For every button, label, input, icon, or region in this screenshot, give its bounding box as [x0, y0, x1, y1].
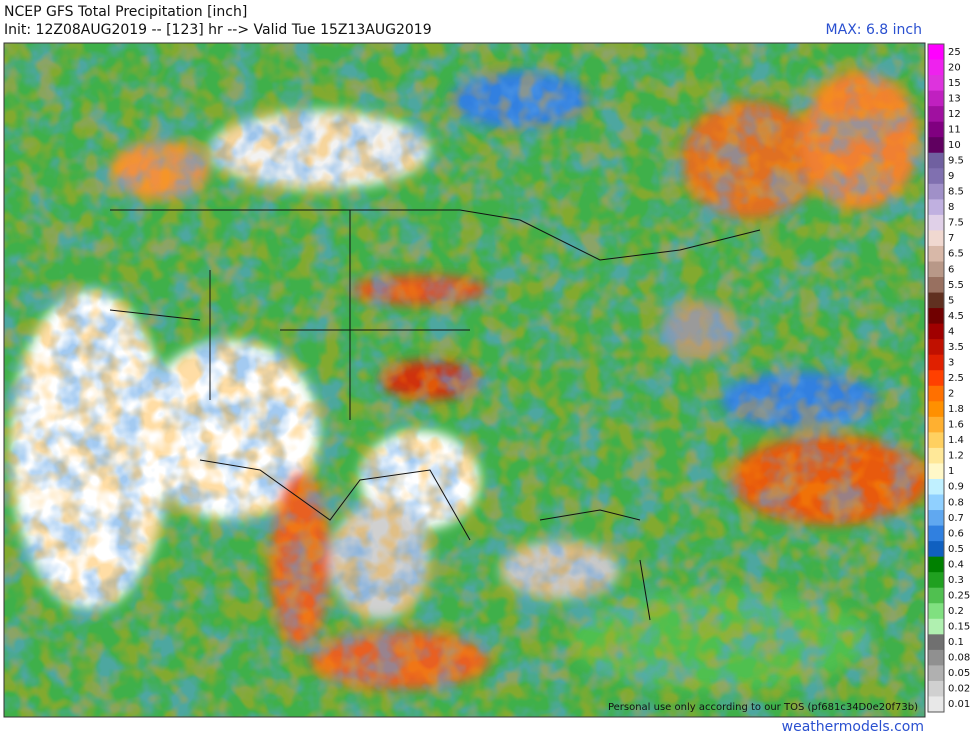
colorbar-swatch [928, 106, 944, 123]
colorbar-swatch [928, 90, 944, 107]
map-frame [3, 42, 926, 718]
colorbar-label: 0.05 [948, 668, 970, 679]
colorbar-swatch [928, 696, 944, 713]
colorbar-swatch [928, 44, 944, 61]
init-line: Init: 12Z08AUG2019 -- [123] hr --> Valid… [4, 22, 432, 38]
colorbar-label: 15 [948, 78, 961, 89]
colorbar-swatch [928, 261, 944, 278]
colorbar-label: 0.9 [948, 482, 964, 493]
colorbar-label: 20 [948, 62, 961, 73]
colorbar-label: 6.5 [948, 249, 964, 260]
colorbar-label: 9.5 [948, 156, 964, 167]
colorbar-label: 0.4 [948, 559, 964, 570]
colorbar-swatch [928, 230, 944, 247]
colorbar-swatch [928, 245, 944, 262]
colorbar: 252015131211109.598.587.576.565.554.543.… [927, 43, 970, 713]
colorbar-label: 1.6 [948, 420, 964, 431]
colorbar-swatch [928, 541, 944, 558]
site-name: weathermodels.com [782, 719, 924, 735]
colorbar-swatch [928, 137, 944, 154]
colorbar-swatch [928, 603, 944, 620]
colorbar-label: 0.6 [948, 528, 964, 539]
colorbar-swatch [928, 618, 944, 635]
colorbar-label: 0.02 [948, 684, 970, 695]
colorbar-label: 0.15 [948, 622, 970, 633]
colorbar-swatch [928, 354, 944, 371]
colorbar-swatch [928, 494, 944, 511]
colorbar-swatch [928, 665, 944, 682]
colorbar-label: 11 [948, 124, 961, 135]
colorbar-swatch [928, 121, 944, 138]
colorbar-swatch [928, 432, 944, 449]
colorbar-label: 0.08 [948, 653, 970, 664]
colorbar-swatch [928, 59, 944, 76]
max-label: MAX: 6.8 inch [826, 22, 922, 38]
colorbar-label: 1.8 [948, 404, 964, 415]
colorbar-swatch [928, 308, 944, 325]
colorbar-swatch [928, 199, 944, 216]
colorbar-swatch [928, 168, 944, 185]
colorbar-swatch [928, 292, 944, 309]
colorbar-label: 3 [948, 357, 954, 368]
colorbar-label: 8 [948, 202, 954, 213]
colorbar-swatch [928, 339, 944, 356]
colorbar-swatch [928, 370, 944, 387]
colorbar-swatch [928, 385, 944, 402]
colorbar-swatch [928, 587, 944, 604]
colorbar-label: 3.5 [948, 342, 964, 353]
colorbar-label: 12 [948, 109, 961, 120]
colorbar-label: 0.8 [948, 497, 964, 508]
colorbar-swatch [928, 478, 944, 496]
colorbar-label: 8.5 [948, 187, 964, 198]
tos-notice: Personal use only according to our TOS (… [608, 702, 918, 713]
colorbar-swatch [928, 572, 944, 589]
colorbar-swatch [928, 556, 944, 573]
title: NCEP GFS Total Precipitation [inch] [4, 4, 247, 20]
colorbar-swatch [928, 183, 944, 200]
colorbar-label: 0.1 [948, 637, 964, 648]
colorbar-label: 2 [948, 389, 954, 400]
colorbar-label: 9 [948, 171, 954, 182]
colorbar-swatch [928, 649, 944, 666]
colorbar-label: 0.25 [948, 590, 970, 601]
colorbar-swatch [928, 401, 944, 418]
colorbar-label: 1.4 [948, 435, 964, 446]
precip-map [4, 43, 925, 717]
colorbar-swatch [928, 463, 944, 480]
colorbar-label: 7.5 [948, 218, 964, 229]
colorbar-label: 0.3 [948, 575, 964, 586]
colorbar-label: 6 [948, 264, 954, 275]
colorbar-label: 0.5 [948, 544, 964, 555]
colorbar-frame [927, 43, 945, 713]
colorbar-swatch [928, 525, 944, 542]
colorbar-label: 4.5 [948, 311, 964, 322]
colorbar-swatch [928, 634, 944, 651]
colorbar-label: 25 [948, 47, 961, 58]
colorbar-swatch [928, 416, 944, 433]
colorbar-label: 0.01 [948, 699, 970, 710]
colorbar-label: 10 [948, 140, 961, 151]
colorbar-swatch [928, 152, 944, 169]
colorbar-label: 5.5 [948, 280, 964, 291]
colorbar-label: 2.5 [948, 373, 964, 384]
colorbar-label: 1.2 [948, 451, 964, 462]
colorbar-label: 0.2 [948, 606, 964, 617]
colorbar-swatch [928, 680, 944, 697]
colorbar-label: 7 [948, 233, 954, 244]
colorbar-swatch [928, 447, 944, 464]
colorbar-label: 5 [948, 295, 954, 306]
colorbar-label: 13 [948, 93, 961, 104]
colorbar-swatch [928, 277, 944, 294]
colorbar-label: 0.7 [948, 513, 964, 524]
colorbar-label: 1 [948, 466, 954, 477]
colorbar-swatch [928, 510, 944, 527]
colorbar-label: 4 [948, 326, 954, 337]
colorbar-swatch [928, 75, 944, 92]
colorbar-swatch [928, 214, 944, 231]
colorbar-swatch [928, 323, 944, 340]
